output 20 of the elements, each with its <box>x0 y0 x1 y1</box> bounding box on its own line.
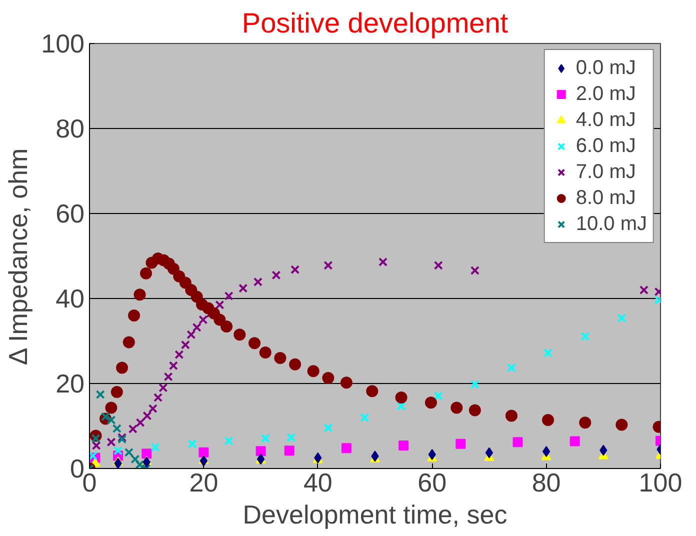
y-tick-label: 100 <box>41 28 85 58</box>
legend-label: 8.0 mJ <box>576 186 636 210</box>
y-axis-title: Δ Impedance, ohm <box>3 148 34 366</box>
legend-label: 0.0 mJ <box>576 56 636 80</box>
x-axis-title: Development time, sec <box>242 500 508 530</box>
x-tick-label: 60 <box>418 468 447 498</box>
legend-label: 6.0 mJ <box>576 134 636 158</box>
legend-label: 4.0 mJ <box>576 108 636 132</box>
x-tick-label: 20 <box>189 468 218 498</box>
y-tick-label: 60 <box>56 198 84 228</box>
legend-label: 7.0 mJ <box>576 160 636 184</box>
chart-title: Positive development <box>242 8 508 38</box>
legend-label: 2.0 mJ <box>576 82 636 106</box>
y-tick-label: 20 <box>56 368 84 398</box>
legend-label: 10.0 mJ <box>576 212 647 236</box>
x-tick-label: 80 <box>532 468 561 498</box>
y-tick-label: 80 <box>56 114 84 144</box>
x-tick-label: 40 <box>303 468 332 498</box>
y-tick-label: 40 <box>56 284 84 314</box>
x-tick-label: 100 <box>638 468 682 498</box>
